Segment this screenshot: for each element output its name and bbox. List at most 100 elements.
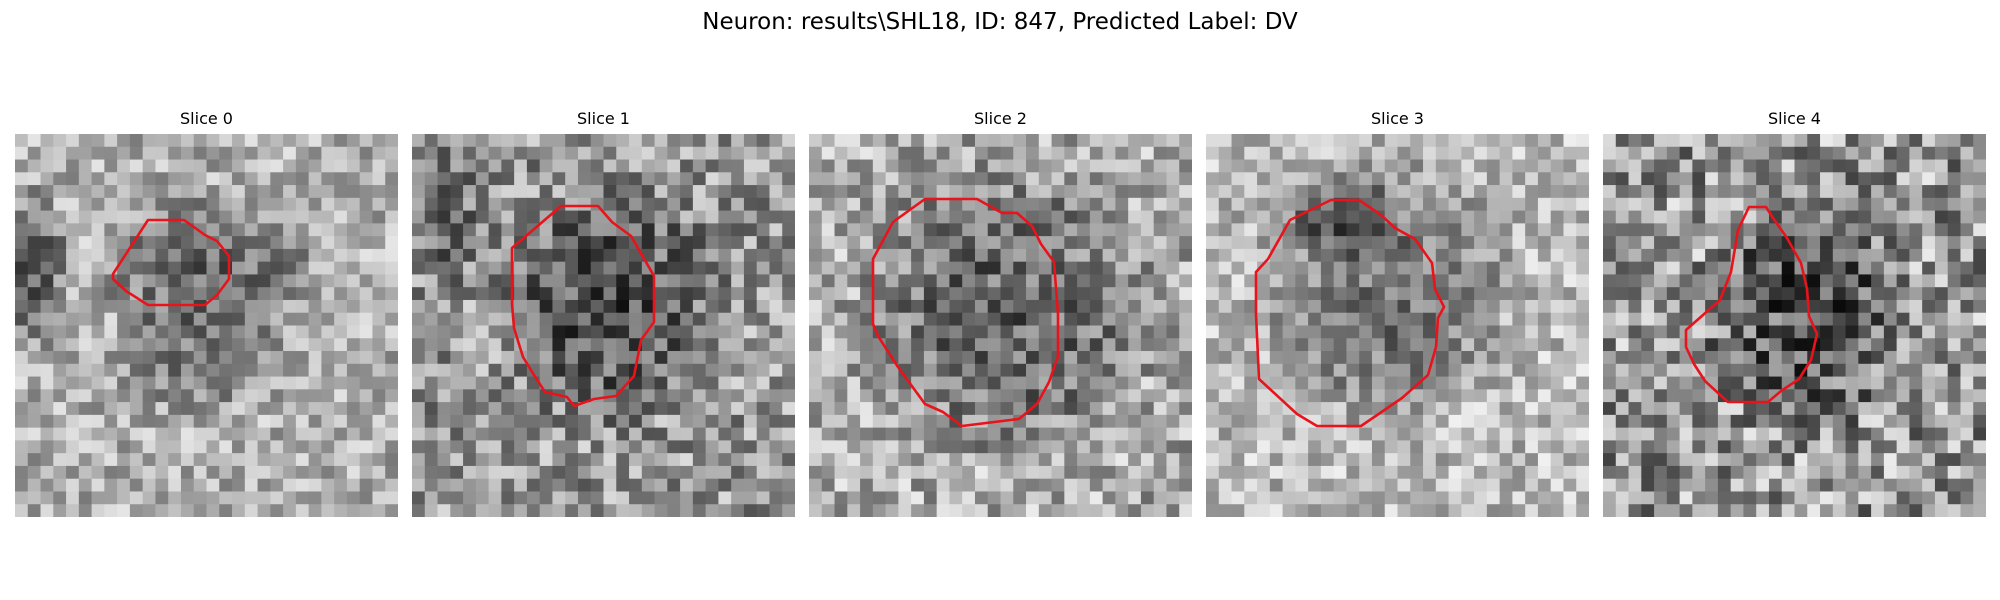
pixel-cell [385,261,398,276]
pixel-cell [155,134,169,148]
pixel-cell [1717,491,1732,505]
pixel-cell [1499,414,1513,429]
pixel-cell [1218,427,1233,441]
pixel-cell [1883,491,1898,505]
pixel-cell [834,236,848,250]
pixel-cell [1474,465,1488,480]
pixel-cell [1909,465,1923,480]
pixel-cell [1423,248,1437,263]
pixel-cell [1563,491,1577,505]
pixel-cell [15,491,29,505]
pixel-cell [142,248,157,263]
pixel-cell [1909,287,1923,301]
pixel-cell [718,427,732,441]
pixel-cell [692,159,707,173]
pixel-cell [1525,453,1539,467]
pixel-cell [1807,134,1821,148]
pixel-cell [359,453,374,467]
pixel-cell [1768,134,1783,148]
pixel-cell [1000,440,1014,454]
pixel-cell [936,134,951,148]
pixel-cell [1231,427,1245,441]
pixel-cell [1410,491,1424,505]
pixel-cell [488,248,502,263]
pixel-cell [232,146,246,161]
pixel-cell [834,478,848,493]
pixel-cell [424,414,439,429]
pixel-cell [1871,478,1885,493]
pixel-cell [923,274,938,288]
pixel-cell [1628,172,1642,186]
pixel-cell [1781,299,1796,314]
pixel-cell [1026,134,1040,148]
pixel-cell [1525,440,1539,454]
pixel-cell [860,248,874,263]
pixel-cell [590,287,605,301]
pixel-cell [1883,312,1898,327]
pixel-cell [257,312,271,327]
pixel-cell [155,210,169,224]
pixel-cell [91,159,105,173]
pixel-cell [1537,159,1552,173]
pixel-cell [1166,504,1180,517]
pixel-cell [78,312,93,327]
pixel-cell [53,248,67,263]
pixel-cell [359,197,374,212]
pixel-cell [1257,453,1271,467]
pixel-cell [923,325,938,339]
pixel-cell [1423,478,1437,493]
pixel-cell [180,376,195,390]
pixel-cell [1960,465,1974,480]
pixel-cell [1448,338,1462,352]
pixel-cell [1244,414,1258,429]
pixel-cell [1896,478,1910,493]
pixel-cell [1807,427,1821,441]
pixel-cell [334,185,348,199]
pixel-cell [872,389,887,403]
pixel-cell [769,236,783,250]
pixel-cell [1244,312,1258,327]
pixel-cell [1730,312,1745,327]
pixel-cell [1973,414,1986,429]
pixel-cell [1832,248,1847,263]
pixel-cell [743,134,758,148]
pixel-cell [104,312,118,327]
pixel-cell [1909,274,1923,288]
pixel-cell [1717,465,1732,480]
pixel-cell [142,274,157,288]
pixel-cell [949,287,963,301]
pixel-cell [1603,172,1617,186]
pixel-cell [1013,236,1027,250]
pixel-cell [1295,134,1309,148]
pixel-cell [1756,453,1770,467]
pixel-cell [1883,338,1898,352]
pixel-cell [232,236,246,250]
pixel-cell [1140,248,1155,263]
pixel-cell [1128,491,1142,505]
pixel-cell [1206,478,1220,493]
pixel-cell [1038,325,1053,339]
pixel-cell [1077,248,1091,263]
pixel-cell [1705,376,1719,390]
pixel-cell [1410,338,1424,352]
pixel-cell [809,172,823,186]
pixel-cell [40,427,54,441]
pixel-cell [1448,185,1462,199]
pixel-cell [270,146,284,161]
pixel-cell [78,274,93,288]
pixel-cell [40,402,54,416]
pixel-cell [1282,478,1296,493]
pixel-cell [1832,287,1847,301]
pixel-cell [705,363,719,378]
pixel-cell [923,185,938,199]
pixel-cell [911,248,925,263]
pixel-cell [424,210,439,224]
pixel-cell [1820,159,1834,173]
pixel-cell [1423,427,1437,441]
pixel-cell [155,287,169,301]
pixel-cell [1537,299,1552,314]
pixel-cell [1435,159,1450,173]
pixel-cell [1960,146,1974,161]
pixel-cell [1244,453,1258,467]
pixel-cell [1705,248,1719,263]
